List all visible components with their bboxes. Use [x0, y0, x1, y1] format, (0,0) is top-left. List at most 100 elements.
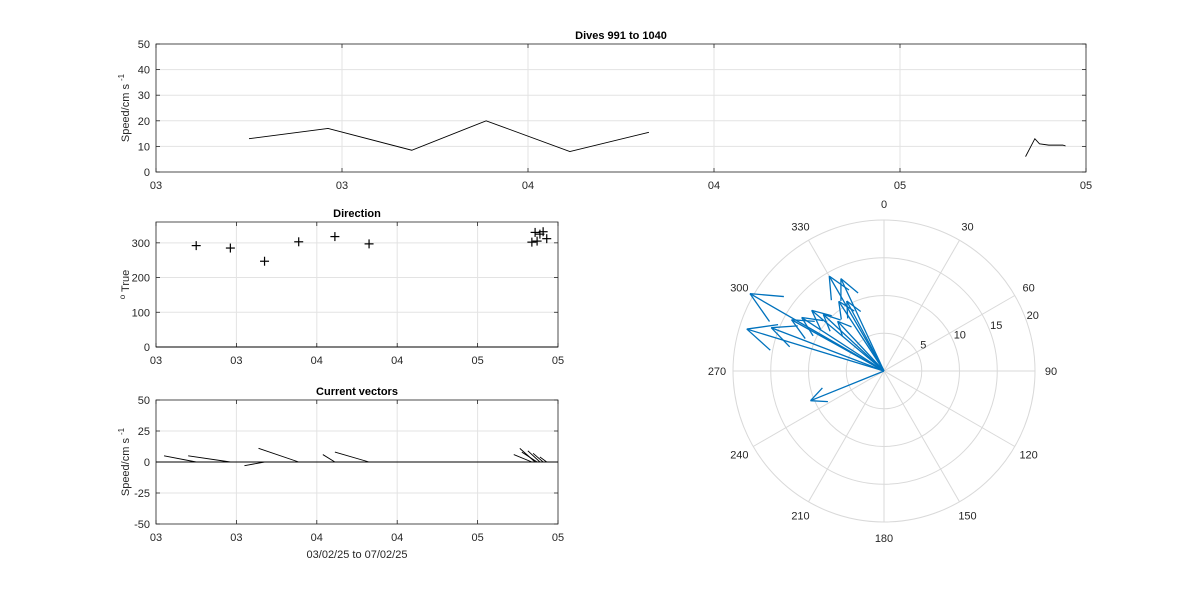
y-tick-label: 0 — [144, 342, 150, 354]
polar-spoke — [883, 370, 1016, 447]
speed-series-line — [248, 120, 650, 152]
current-arrow-head — [746, 328, 771, 351]
x-tick-label: 04 — [391, 355, 403, 367]
polar-r-label: 5 — [920, 339, 926, 351]
x-tick-label: 05 — [471, 355, 483, 367]
x-tick-label: 03 — [150, 355, 162, 367]
current-arrow-head — [749, 292, 784, 298]
x-axis-label: 03/02/25 to 07/02/25 — [307, 549, 408, 561]
current-arrow-head — [810, 387, 823, 402]
y-axis-label-sup: o — [118, 294, 127, 299]
polar-theta-label: 60 — [1023, 283, 1035, 295]
polar-theta-label: 150 — [958, 511, 976, 523]
y-tick-label: 30 — [138, 90, 150, 102]
current-arrow — [770, 325, 885, 372]
direction-point — [527, 237, 537, 247]
current-vector — [163, 455, 197, 463]
current-vector — [527, 450, 541, 463]
y-axis-label: Speed/cm s -1 — [117, 427, 132, 496]
current-arrow-shaft — [810, 370, 885, 402]
current-vector — [322, 454, 336, 463]
x-tick-label: 03 — [336, 180, 348, 192]
x-tick-label: 04 — [522, 180, 534, 192]
y-tick-label: 25 — [138, 426, 150, 438]
polar-theta-label: 300 — [730, 283, 748, 295]
y-tick-label: 50 — [138, 395, 150, 407]
axes-box — [155, 43, 1087, 173]
x-tick-label: 05 — [471, 532, 483, 544]
direction-point — [191, 241, 201, 251]
current-arrow — [811, 309, 885, 372]
y-tick-label: -50 — [134, 519, 150, 531]
y-tick-label: 200 — [132, 273, 150, 285]
polar-theta-label: 270 — [708, 366, 726, 378]
current-vector — [521, 451, 538, 463]
x-tick-label: 03 — [150, 180, 162, 192]
current-arrow-head — [823, 313, 841, 321]
current-vector — [539, 456, 548, 463]
polar-theta-label: 30 — [961, 221, 973, 233]
direction-point — [260, 256, 270, 266]
direction-point — [542, 234, 552, 244]
y-axis-label-text: True — [120, 270, 132, 295]
polar-spoke — [752, 370, 885, 447]
current-arrow — [837, 320, 885, 372]
current-arrow-head — [822, 314, 831, 332]
current-arrow — [746, 324, 885, 372]
direction-point — [538, 227, 548, 237]
y-axis-label: Speed/cm s -1 — [117, 73, 132, 142]
direction-point — [532, 236, 542, 246]
polar-spoke — [883, 370, 960, 503]
x-tick-label: 04 — [708, 180, 720, 192]
current-vector — [258, 447, 299, 463]
chart-title: Direction — [333, 208, 381, 220]
speed-panel: 03 03 04 04 05 05 0 10 20 30 40 50 Dives 991 to 1040… — [117, 30, 1092, 192]
x-tick-label: 04 — [391, 532, 403, 544]
current-arrow-head — [801, 317, 814, 337]
current-arrow — [810, 370, 885, 403]
direction-panel: 03 03 04 04 05 05 0 100 200 300 Direction o True — [118, 208, 564, 367]
polar-theta-label: 240 — [730, 450, 748, 462]
current-arrow-head — [837, 320, 852, 328]
y-axis-label-sup: -1 — [117, 73, 126, 81]
polar-theta-label: 210 — [791, 511, 809, 523]
current-arrow-head — [811, 310, 822, 330]
polar-spoke — [808, 370, 885, 503]
y-tick-label: 50 — [138, 39, 150, 51]
current-arrow-shaft — [837, 320, 885, 372]
current-arrow-head — [828, 276, 833, 301]
current-arrow-head — [749, 293, 771, 322]
current-arrow-shaft — [791, 319, 885, 372]
chart-title: Current vectors — [316, 386, 398, 398]
direction-point — [530, 227, 540, 237]
direction-point — [330, 232, 340, 242]
y-axis-label-text: Speed/cm s — [120, 81, 132, 142]
x-tick-label: 05 — [1080, 180, 1092, 192]
current-vector — [513, 454, 533, 463]
current-arrow — [801, 316, 885, 372]
y-tick-label: 10 — [138, 141, 150, 153]
y-tick-label: 40 — [138, 65, 150, 77]
current-arrow-head — [801, 316, 824, 322]
x-tick-label: 04 — [311, 355, 323, 367]
y-tick-label: 300 — [132, 238, 150, 250]
current-arrow-head — [838, 301, 842, 320]
x-tick-label: 04 — [311, 532, 323, 544]
current-arrow-head — [846, 300, 849, 319]
current-vectors-panel: 03 03 04 04 05 05 -50 -25 0 25 50 Current vectors 03… — [117, 386, 564, 561]
y-tick-label: 0 — [144, 457, 150, 469]
x-tick-label: 03 — [150, 532, 162, 544]
current-arrow-head — [837, 321, 843, 336]
x-tick-label: 05 — [552, 355, 564, 367]
direction-point — [364, 239, 374, 249]
polar-spoke — [883, 239, 960, 372]
current-arrow-shaft — [822, 313, 885, 372]
current-arrow-head — [810, 400, 828, 403]
current-arrow-shaft — [840, 278, 885, 372]
polar-spoke — [883, 295, 1016, 372]
polar-theta-label: 90 — [1045, 366, 1057, 378]
polar-theta-label: 180 — [875, 533, 893, 545]
current-arrow-head — [771, 325, 798, 329]
current-arrow-shaft — [838, 300, 885, 372]
